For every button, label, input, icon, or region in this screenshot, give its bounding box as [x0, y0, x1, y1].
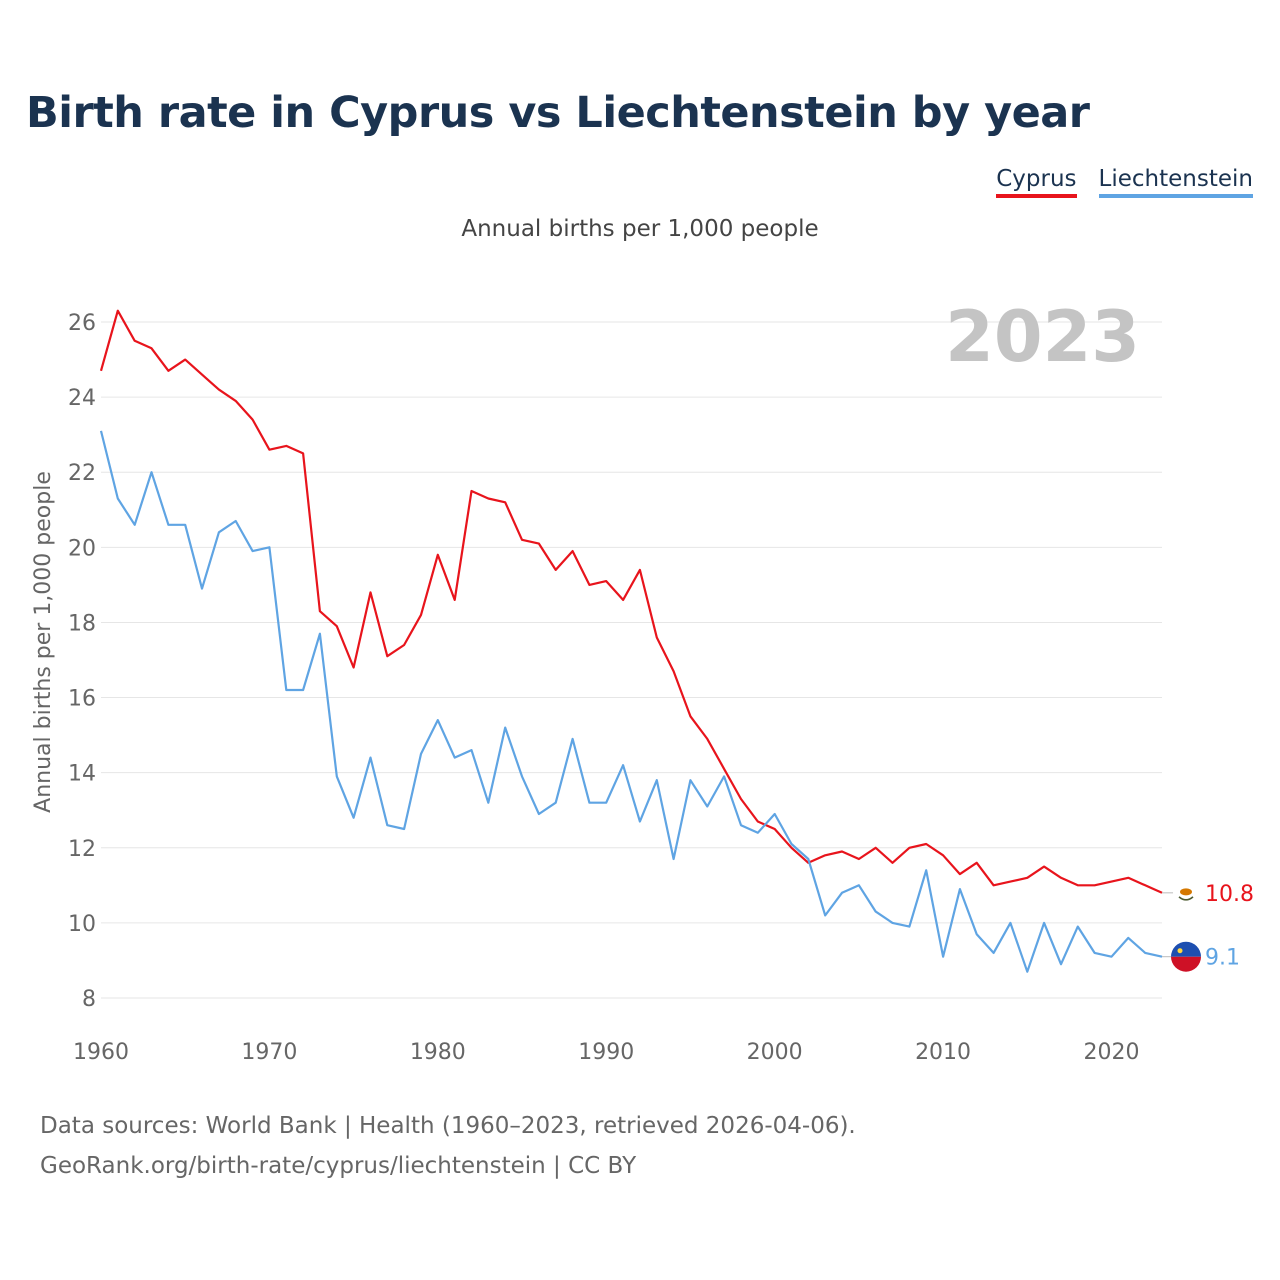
x-tick-label-2010: 2010 — [915, 1040, 971, 1065]
x-tick-label-2000: 2000 — [747, 1040, 803, 1065]
flag-liechtenstein-bottom-icon — [1171, 956, 1201, 972]
y-tick-label-24: 24 — [68, 386, 96, 411]
end-value-label-cyprus: 10.8 — [1205, 882, 1254, 907]
flag-cyprus-map-icon — [1180, 888, 1192, 896]
data-source-text: Data sources: World Bank | Health (1960–… — [40, 1113, 856, 1139]
legend: Cyprus Liechtenstein — [996, 166, 1253, 198]
y-tick-label-16: 16 — [68, 687, 96, 712]
x-tick-label-1960: 1960 — [73, 1040, 129, 1065]
flag-liechtenstein-crown-icon — [1177, 948, 1183, 954]
x-tick-label-1980: 1980 — [410, 1040, 466, 1065]
x-tick-label-1970: 1970 — [241, 1040, 297, 1065]
flag-cyprus-branch-icon — [1178, 896, 1194, 901]
y-tick-label-26: 26 — [68, 311, 96, 336]
y-axis-label: Annual births per 1,000 people — [31, 471, 56, 813]
footer: Data sources: World Bank | Health (1960–… — [40, 1106, 856, 1186]
legend-item-cyprus[interactable]: Cyprus — [996, 166, 1077, 198]
x-tick-label-1990: 1990 — [578, 1040, 634, 1065]
chart-title: Birth rate in Cyprus vs Liechtenstein by… — [26, 88, 1090, 138]
y-tick-label-18: 18 — [68, 611, 96, 636]
flag-liechtenstein-top-icon — [1171, 941, 1201, 957]
y-tick-label-12: 12 — [68, 837, 96, 862]
x-tick-label-2020: 2020 — [1083, 1040, 1139, 1065]
y-tick-label-14: 14 — [68, 762, 96, 787]
year-watermark: 2023 — [945, 296, 1140, 378]
chart-subtitle: Annual births per 1,000 people — [461, 216, 819, 242]
series-line-liechtenstein — [99, 430, 1163, 973]
end-value-label-liechtenstein: 9.1 — [1205, 946, 1240, 971]
y-tick-label-8: 8 — [82, 987, 96, 1012]
y-tick-label-20: 20 — [68, 536, 96, 561]
y-tick-label-10: 10 — [68, 912, 96, 937]
y-tick-label-22: 22 — [68, 461, 96, 486]
source-url-text[interactable]: GeoRank.org/birth-rate/cyprus/liechtenst… — [40, 1153, 637, 1179]
series-line-cyprus — [99, 309, 1163, 894]
legend-item-liechtenstein[interactable]: Liechtenstein — [1098, 166, 1253, 198]
